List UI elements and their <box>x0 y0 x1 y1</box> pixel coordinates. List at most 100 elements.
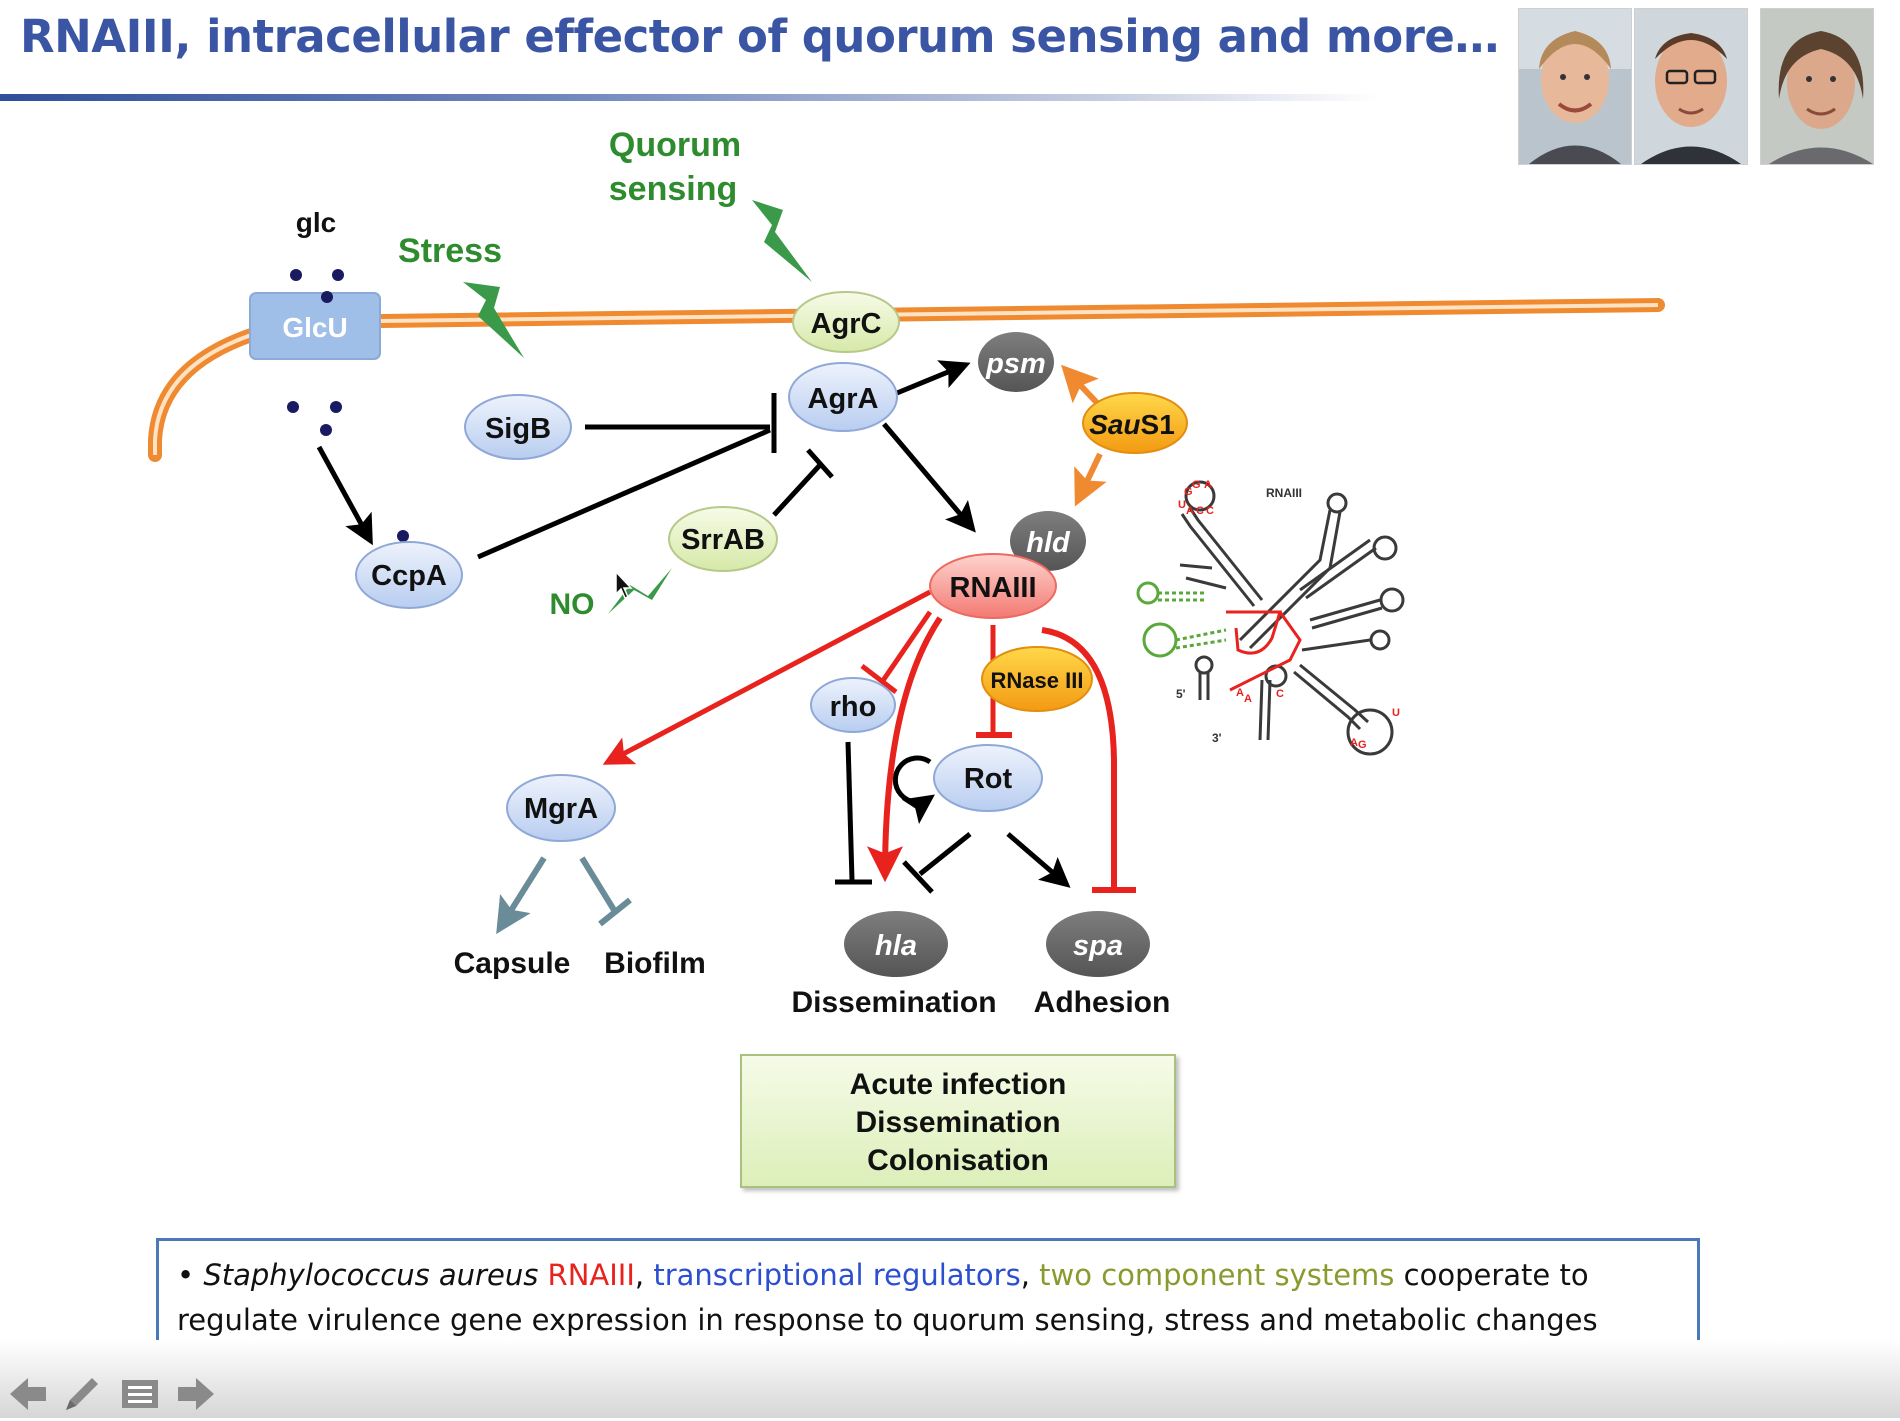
agra-label: AgrA <box>808 383 879 415</box>
ccpa-label: CcpA <box>371 560 447 592</box>
biofilm-label: Biofilm <box>604 947 706 980</box>
svg-text:G: G <box>1358 739 1367 751</box>
saus1-edges <box>1061 364 1107 507</box>
svg-text:U: U <box>1178 499 1186 511</box>
svg-text:G: G <box>1184 486 1193 498</box>
ccpa-node[interactable]: CcpA <box>355 541 463 609</box>
structure-5prime-label: 5' <box>1176 687 1186 701</box>
rnaiii-edges <box>602 589 1136 893</box>
ccpa-inhibits-agra <box>477 427 771 560</box>
biofilm-inhibit-bar <box>598 897 632 927</box>
rot-autoregulation-arrow <box>892 755 935 825</box>
outcome-line-2: Dissemination <box>855 1106 1061 1139</box>
svg-text:A: A <box>1244 693 1252 705</box>
summary-regulators: transcriptional regulators <box>653 1258 1021 1292</box>
rnaiii-to-hla-arrow <box>867 616 943 883</box>
rho-inhibit-bar-red <box>860 664 898 694</box>
previous-slide-arrow-icon[interactable] <box>6 1372 50 1416</box>
psm-node[interactable]: psm <box>978 332 1054 392</box>
svg-text:U: U <box>1392 707 1400 719</box>
glcu-transporter[interactable]: GlcU <box>249 292 381 360</box>
mgra-to-capsule-arrow <box>496 856 547 935</box>
sigb-node[interactable]: SigB <box>464 394 572 460</box>
agra-node[interactable]: AgrA <box>788 362 898 432</box>
rnaiii-structure-diagram: RNAIII 5' 3' <box>1136 479 1405 756</box>
rot-to-spa-arrow <box>1006 832 1071 888</box>
quorum-lightning-icon <box>752 200 812 282</box>
summary-species: Staphylococcus aureus <box>203 1258 539 1292</box>
portrait-photo-2 <box>1634 8 1748 165</box>
mgra-edges <box>496 856 632 935</box>
psm-label: psm <box>985 348 1046 380</box>
slide-menu-icon[interactable] <box>118 1372 162 1416</box>
rho-inhibits-hla <box>845 741 855 881</box>
summary-sep-2: , <box>1020 1258 1030 1292</box>
rot-inhibit-bar <box>902 860 934 894</box>
rnaiii-label: RNAIII <box>950 572 1037 604</box>
srrab-inhibits-agra <box>772 463 822 517</box>
agra-to-psm-arrow <box>896 360 971 396</box>
rnaiii-to-mgra-arrow <box>602 589 932 765</box>
stress-lightning-icon <box>463 282 524 358</box>
spa-node[interactable]: spa <box>1046 911 1150 977</box>
hld-label: hld <box>1026 527 1071 559</box>
outcome-box: Acute infection Dissemination Colonisati… <box>740 1054 1176 1188</box>
svg-text:G: G <box>1192 479 1201 491</box>
dissemination-label: Dissemination <box>791 986 996 1019</box>
agra-to-rnaiii-arrow <box>882 422 976 533</box>
adhesion-label: Adhesion <box>1034 986 1171 1019</box>
glucose-molecules <box>287 269 409 542</box>
svg-text:C: C <box>1196 505 1204 517</box>
next-slide-arrow-icon[interactable] <box>174 1372 218 1416</box>
sigb-label: SigB <box>485 413 551 445</box>
capsule-label: Capsule <box>454 947 571 980</box>
saus1-to-hld-arrow <box>1074 452 1107 507</box>
pen-tool-icon[interactable] <box>60 1372 104 1416</box>
srrab-inhibit-bar <box>806 448 834 479</box>
summary-box: • Staphylococcus aureus RNAIII, transcri… <box>156 1238 1700 1346</box>
svg-text:C: C <box>1276 688 1284 700</box>
agrc-node[interactable]: AgrC <box>792 291 900 353</box>
black-edges <box>316 360 1071 894</box>
srrab-node[interactable]: SrrAB <box>668 506 778 572</box>
mouse-cursor-icon <box>614 570 634 600</box>
rho-node[interactable]: rho <box>810 677 896 733</box>
hla-node[interactable]: hla <box>844 911 948 977</box>
summary-bullet: • <box>177 1258 195 1292</box>
hld-node[interactable]: hld <box>1010 511 1086 571</box>
no-signal-label: NO <box>550 588 595 621</box>
structure-3prime-label: 3' <box>1212 731 1222 745</box>
svg-text:A: A <box>1236 687 1244 699</box>
quorum-signal-label-2: sensing <box>609 170 737 208</box>
glc-to-ccpa-arrow <box>316 445 373 546</box>
svg-text:A: A <box>1350 737 1358 749</box>
summary-line-1: • Staphylococcus aureus RNAIII, transcri… <box>177 1253 1679 1298</box>
rnaiii-inhibits-spa <box>1041 627 1117 890</box>
outcome-line-3: Colonisation <box>867 1144 1049 1177</box>
mgra-node[interactable]: MgrA <box>506 774 616 842</box>
summary-sep-1: , <box>634 1258 645 1292</box>
saus1-node[interactable]: SauS1 <box>1082 392 1188 454</box>
rot-label: Rot <box>964 763 1013 795</box>
glcu-label: GlcU <box>282 312 347 343</box>
rnaiii-structure-label: RNAIII <box>1266 486 1302 500</box>
summary-line-2: regulate virulence gene expression in re… <box>177 1303 1598 1337</box>
title-underline <box>0 94 1380 101</box>
svg-text:SauS1: SauS1 <box>1089 409 1175 440</box>
svg-text:A: A <box>1186 505 1194 517</box>
saus1-label-italic: Sau <box>1089 409 1140 440</box>
saus1-label-rest: S1 <box>1141 409 1175 440</box>
rot-node[interactable]: Rot <box>933 744 1043 812</box>
quorum-signal-label-1: Quorum <box>609 126 741 164</box>
presentation-toolbar <box>0 1340 1900 1418</box>
portrait-photo-3 <box>1760 8 1874 165</box>
outcome-line-1: Acute infection <box>849 1068 1067 1101</box>
rnaiii-node[interactable]: RNAIII <box>929 553 1057 619</box>
summary-rest-1: cooperate to <box>1403 1258 1589 1292</box>
rnase3-node[interactable]: RNase III <box>981 646 1093 712</box>
spa-label: spa <box>1073 930 1123 962</box>
glc-label: glc <box>296 207 336 238</box>
rho-label: rho <box>830 691 877 723</box>
